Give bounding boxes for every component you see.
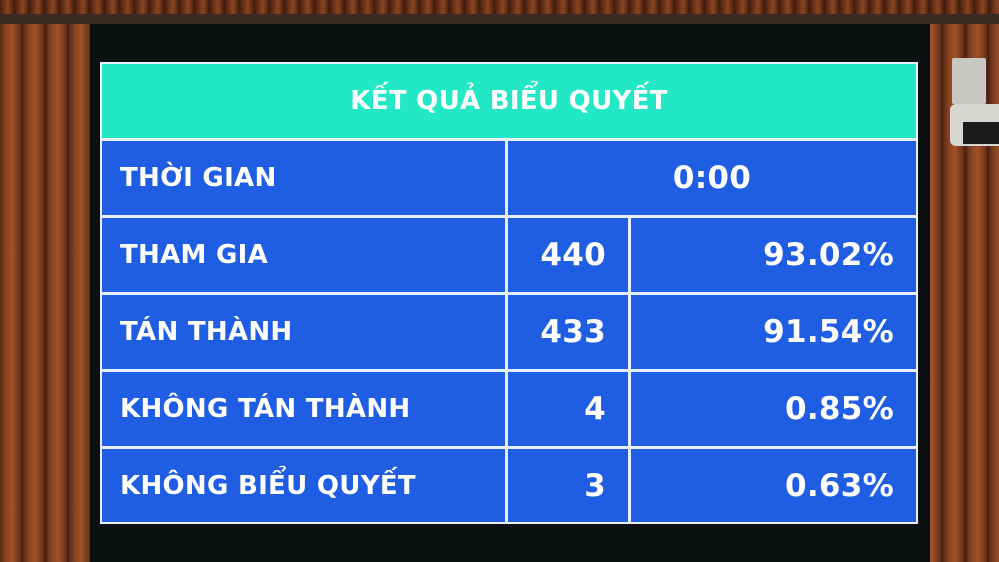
row-count-approve: 433 xyxy=(508,295,628,369)
row-percent-participating: 93.02% xyxy=(631,218,916,292)
results-title: KẾT QUẢ BIỂU QUYẾT xyxy=(102,64,916,138)
row-label-participating: THAM GIA xyxy=(102,218,505,292)
row-percent-approve: 91.54% xyxy=(631,295,916,369)
wood-ceiling xyxy=(0,0,999,14)
row-percent-disapprove: 0.85% xyxy=(631,372,916,446)
vote-results-table: KẾT QUẢ BIỂU QUYẾT THỜI GIAN 0:00 THAM G… xyxy=(100,62,918,524)
row-percent-abstain: 0.63% xyxy=(631,449,916,522)
camera-mount-icon xyxy=(952,58,986,104)
row-label-disapprove: KHÔNG TÁN THÀNH xyxy=(102,372,505,446)
row-label-abstain: KHÔNG BIỂU QUYẾT xyxy=(102,449,505,522)
row-label-approve: TÁN THÀNH xyxy=(102,295,505,369)
time-value: 0:00 xyxy=(508,141,916,215)
row-count-disapprove: 4 xyxy=(508,372,628,446)
row-count-participating: 440 xyxy=(508,218,628,292)
row-count-abstain: 3 xyxy=(508,449,628,522)
wood-beam xyxy=(0,14,999,24)
camera-lens-icon xyxy=(963,122,999,144)
time-label: THỜI GIAN xyxy=(102,141,505,215)
